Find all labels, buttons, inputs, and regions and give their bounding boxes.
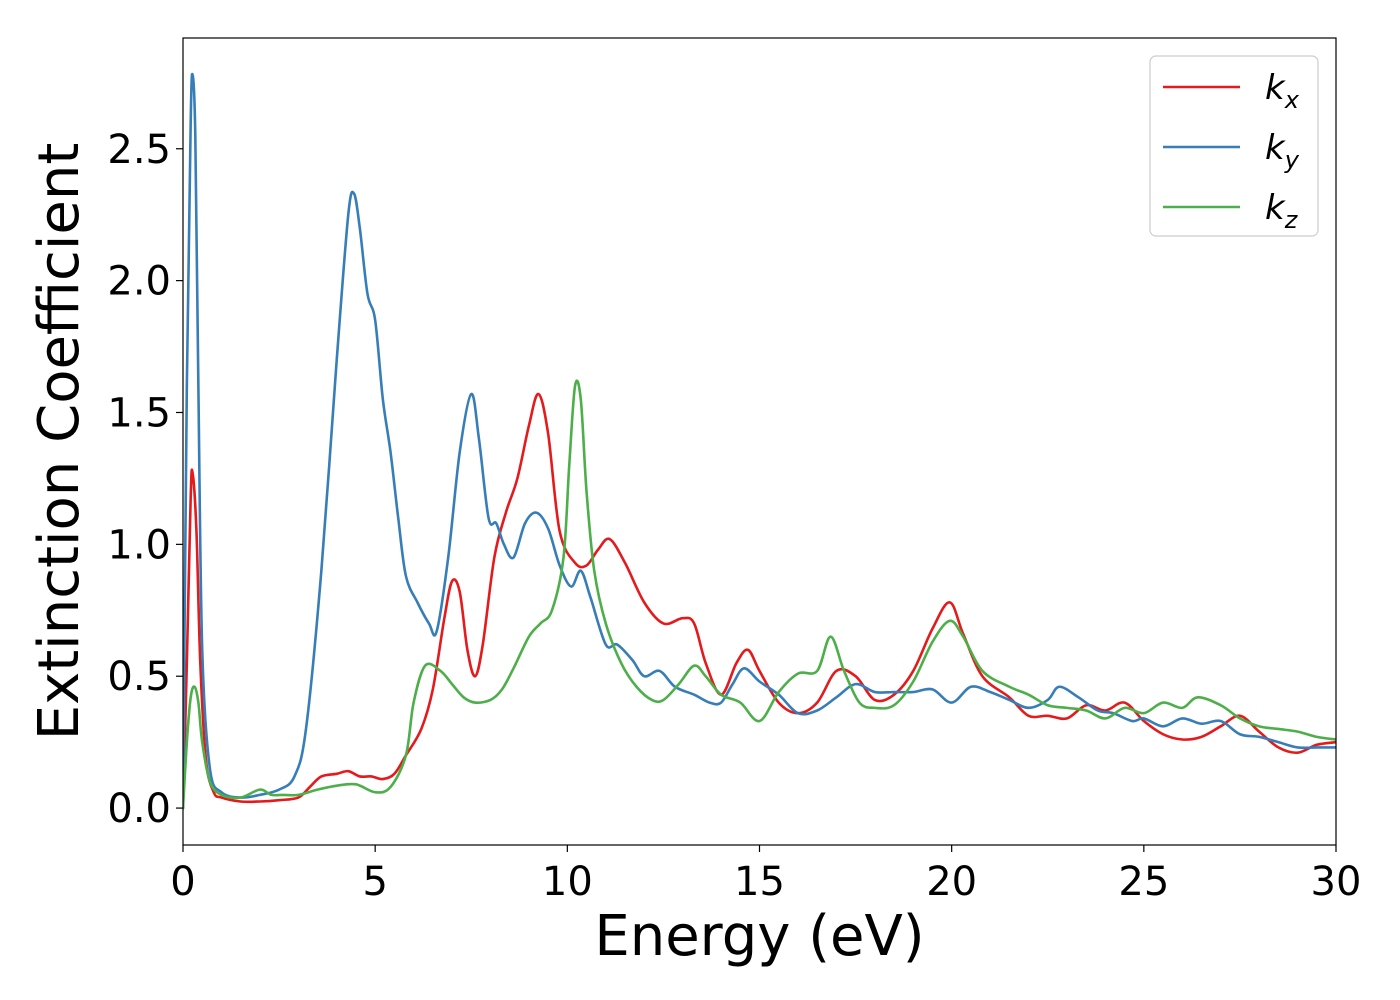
legend-label-subscript: x bbox=[1284, 86, 1300, 114]
y-tick-label: 0.0 bbox=[107, 786, 171, 832]
series-layer bbox=[183, 72, 1336, 810]
y-tick-label: 0.5 bbox=[107, 654, 171, 700]
legend-label-subscript: z bbox=[1284, 206, 1299, 234]
series-line-z bbox=[183, 379, 1336, 810]
x-tick-label: 15 bbox=[734, 859, 785, 905]
x-tick-label: 0 bbox=[170, 859, 195, 905]
y-tick-label: 1.0 bbox=[107, 522, 171, 568]
x-tick-label: 30 bbox=[1311, 859, 1362, 905]
x-axis-label: Energy (eV) bbox=[594, 904, 924, 969]
x-tick-label: 10 bbox=[542, 859, 593, 905]
y-tick-label: 1.5 bbox=[107, 390, 171, 436]
y-tick-label: 2.5 bbox=[107, 127, 171, 173]
legend-label-y: ky bbox=[1265, 128, 1300, 174]
x-axis-ticks: 0 5 10 15 20 25 30 bbox=[170, 845, 1361, 905]
legend-label-subscript: y bbox=[1284, 146, 1300, 174]
x-tick-label: 5 bbox=[362, 859, 387, 905]
x-tick-label: 20 bbox=[926, 859, 977, 905]
y-axis-label: Extinction Coefficient bbox=[27, 143, 92, 741]
y-axis-ticks: 0.0 0.5 1.0 1.5 2.0 2.5 bbox=[107, 127, 183, 832]
series-line-y bbox=[183, 72, 1336, 810]
y-tick-label: 2.0 bbox=[107, 259, 171, 305]
legend-label-z: kz bbox=[1265, 188, 1299, 234]
legend-label-base: k bbox=[1265, 188, 1286, 228]
series-line-x bbox=[183, 392, 1336, 810]
x-tick-label: 25 bbox=[1118, 859, 1169, 905]
plot-frame bbox=[182, 37, 1337, 846]
legend-label-x: kx bbox=[1265, 68, 1300, 114]
legend-label-base: k bbox=[1265, 68, 1286, 108]
legend-label-base: k bbox=[1265, 128, 1286, 168]
